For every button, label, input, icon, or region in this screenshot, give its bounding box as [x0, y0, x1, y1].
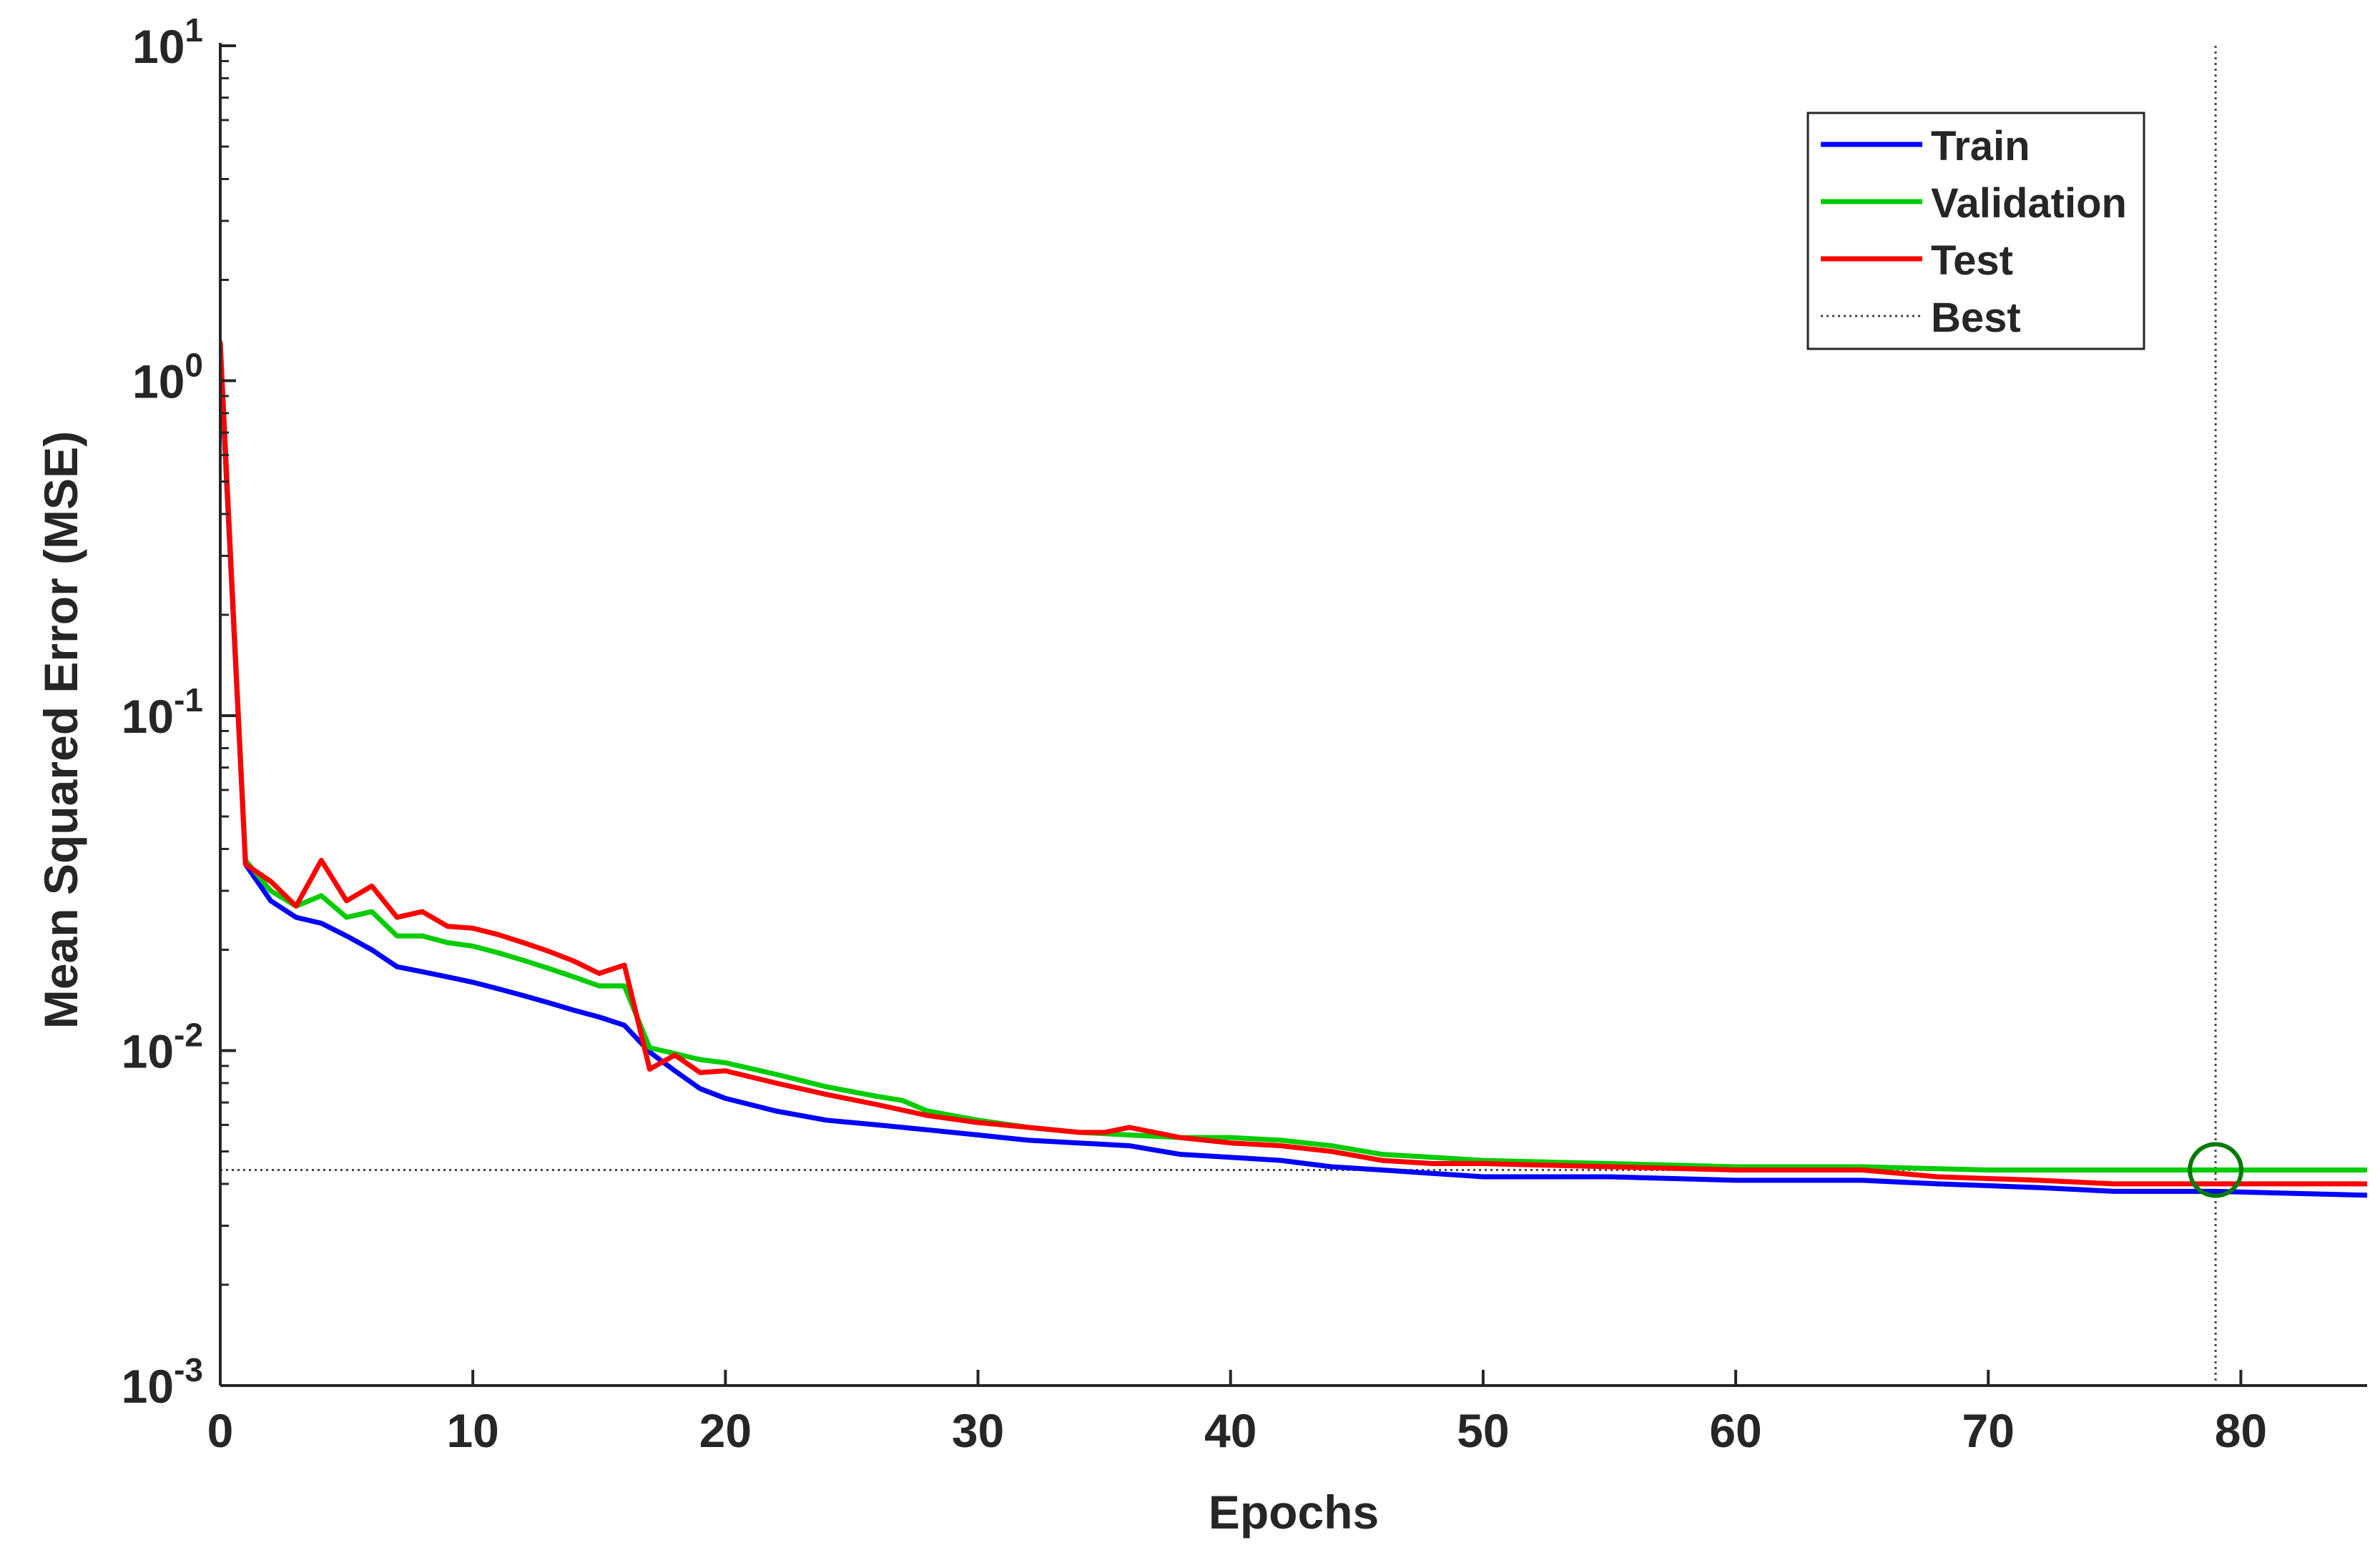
x-tick-label: 40 [1204, 1404, 1257, 1457]
series-line-test [220, 340, 2367, 1187]
x-tick-label: 80 [2215, 1404, 2267, 1457]
x-tick-label: 50 [1457, 1404, 1509, 1457]
legend: Train Validation Test Best [1806, 112, 2145, 350]
legend-label-train: Train [1931, 123, 2030, 169]
y-tick-label: 100 [132, 347, 203, 408]
y-tick-label: 10-2 [122, 1017, 203, 1078]
y-tick-label: 10-3 [122, 1351, 203, 1413]
x-axis-label: Epochs [1209, 1486, 1379, 1539]
legend-label-validation: Validation [1931, 180, 2127, 227]
y-tick-label: 101 [132, 11, 203, 73]
x-tick-label: 10 [446, 1404, 498, 1457]
legend-label-test: Test [1931, 237, 2013, 284]
legend-box [1806, 112, 2145, 350]
x-tick-label: 0 [207, 1404, 234, 1457]
x-tick-label: 60 [1709, 1404, 1761, 1457]
series-line-validation [220, 345, 2367, 1173]
y-axis-label: Mean Squared Error (MSE) [34, 431, 87, 1029]
x-tick-label: 70 [1962, 1404, 2015, 1457]
plot-area [220, 46, 2367, 1386]
x-tick-label: 30 [952, 1404, 1004, 1457]
x-tick-label: 20 [699, 1404, 752, 1457]
series-line-train [220, 351, 2367, 1198]
legend-label-best: Best [1931, 295, 2021, 341]
y-tick-label: 10-1 [122, 681, 203, 743]
axes: 0 10 20 30 40 50 60 70 80 101 100 10-1 10-2 10-3 [122, 11, 2367, 1457]
best-marker-circle [2188, 1142, 2244, 1198]
